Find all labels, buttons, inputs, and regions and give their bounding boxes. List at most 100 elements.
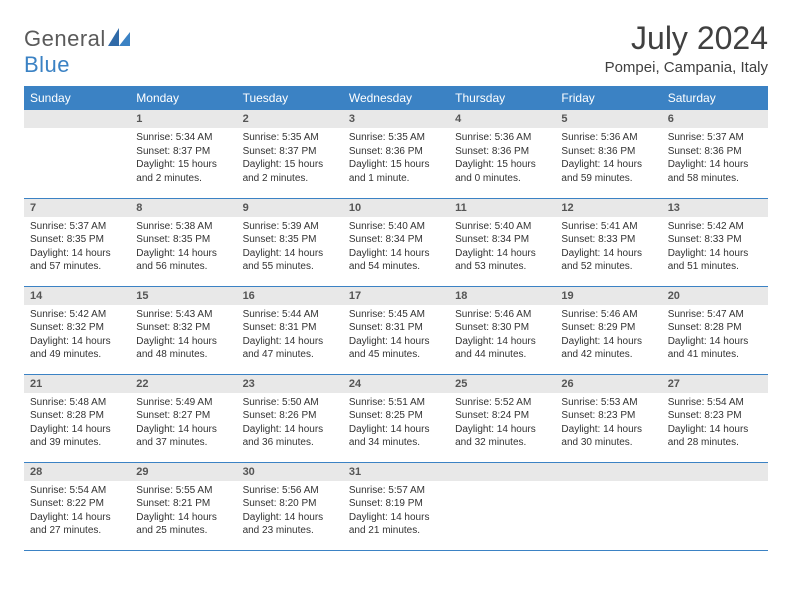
- day-details: Sunrise: 5:47 AMSunset: 8:28 PMDaylight:…: [662, 305, 768, 366]
- day-cell: [555, 462, 661, 550]
- day-number: 19: [555, 287, 661, 305]
- sunset-text: Sunset: 8:21 PM: [136, 497, 230, 511]
- daylight-text: Daylight: 14 hours and 27 minutes.: [30, 511, 124, 538]
- day-cell: 11Sunrise: 5:40 AMSunset: 8:34 PMDayligh…: [449, 198, 555, 286]
- sunrise-text: Sunrise: 5:42 AM: [30, 308, 124, 322]
- day-number: 16: [237, 287, 343, 305]
- day-details: Sunrise: 5:51 AMSunset: 8:25 PMDaylight:…: [343, 393, 449, 454]
- day-number: 29: [130, 463, 236, 481]
- dow-mon: Monday: [130, 86, 236, 110]
- location: Pompei, Campania, Italy: [605, 59, 768, 76]
- sunset-text: Sunset: 8:26 PM: [243, 409, 337, 423]
- sunset-text: Sunset: 8:23 PM: [668, 409, 762, 423]
- day-cell: 12Sunrise: 5:41 AMSunset: 8:33 PMDayligh…: [555, 198, 661, 286]
- daylight-text: Daylight: 14 hours and 58 minutes.: [668, 158, 762, 185]
- day-details: Sunrise: 5:42 AMSunset: 8:32 PMDaylight:…: [24, 305, 130, 366]
- week-row: 21Sunrise: 5:48 AMSunset: 8:28 PMDayligh…: [24, 374, 768, 462]
- daylight-text: Daylight: 14 hours and 49 minutes.: [30, 335, 124, 362]
- daylight-text: Daylight: 14 hours and 32 minutes.: [455, 423, 549, 450]
- day-details: Sunrise: 5:54 AMSunset: 8:23 PMDaylight:…: [662, 393, 768, 454]
- month-title: July 2024: [605, 20, 768, 57]
- day-cell: 19Sunrise: 5:46 AMSunset: 8:29 PMDayligh…: [555, 286, 661, 374]
- calendar-page: GeneralBlue July 2024 Pompei, Campania, …: [0, 0, 792, 571]
- daylight-text: Daylight: 14 hours and 30 minutes.: [561, 423, 655, 450]
- day-number: 1: [130, 110, 236, 128]
- brand-part2: Blue: [24, 52, 70, 77]
- daylight-text: Daylight: 14 hours and 25 minutes.: [136, 511, 230, 538]
- day-cell: 10Sunrise: 5:40 AMSunset: 8:34 PMDayligh…: [343, 198, 449, 286]
- sunset-text: Sunset: 8:35 PM: [136, 233, 230, 247]
- day-number: 12: [555, 199, 661, 217]
- day-cell: 8Sunrise: 5:38 AMSunset: 8:35 PMDaylight…: [130, 198, 236, 286]
- sunrise-text: Sunrise: 5:35 AM: [243, 131, 337, 145]
- sunset-text: Sunset: 8:36 PM: [349, 145, 443, 159]
- week-row: 14Sunrise: 5:42 AMSunset: 8:32 PMDayligh…: [24, 286, 768, 374]
- sunset-text: Sunset: 8:33 PM: [668, 233, 762, 247]
- day-number: [24, 110, 130, 128]
- day-cell: 28Sunrise: 5:54 AMSunset: 8:22 PMDayligh…: [24, 462, 130, 550]
- sunrise-text: Sunrise: 5:50 AM: [243, 396, 337, 410]
- day-cell: 1Sunrise: 5:34 AMSunset: 8:37 PMDaylight…: [130, 110, 236, 198]
- sunset-text: Sunset: 8:32 PM: [136, 321, 230, 335]
- sunset-text: Sunset: 8:37 PM: [243, 145, 337, 159]
- sunrise-text: Sunrise: 5:36 AM: [561, 131, 655, 145]
- sunset-text: Sunset: 8:36 PM: [668, 145, 762, 159]
- day-number: 20: [662, 287, 768, 305]
- daylight-text: Daylight: 15 hours and 2 minutes.: [243, 158, 337, 185]
- sail-icon: [108, 26, 130, 51]
- day-cell: 5Sunrise: 5:36 AMSunset: 8:36 PMDaylight…: [555, 110, 661, 198]
- day-cell: 17Sunrise: 5:45 AMSunset: 8:31 PMDayligh…: [343, 286, 449, 374]
- day-cell: 30Sunrise: 5:56 AMSunset: 8:20 PMDayligh…: [237, 462, 343, 550]
- day-cell: 25Sunrise: 5:52 AMSunset: 8:24 PMDayligh…: [449, 374, 555, 462]
- sunrise-text: Sunrise: 5:54 AM: [668, 396, 762, 410]
- day-details: Sunrise: 5:46 AMSunset: 8:30 PMDaylight:…: [449, 305, 555, 366]
- day-number: [555, 463, 661, 481]
- sunrise-text: Sunrise: 5:40 AM: [349, 220, 443, 234]
- daylight-text: Daylight: 14 hours and 51 minutes.: [668, 247, 762, 274]
- sunrise-text: Sunrise: 5:40 AM: [455, 220, 549, 234]
- day-details: Sunrise: 5:40 AMSunset: 8:34 PMDaylight:…: [343, 217, 449, 278]
- day-number: 11: [449, 199, 555, 217]
- day-details: Sunrise: 5:36 AMSunset: 8:36 PMDaylight:…: [449, 128, 555, 189]
- day-details: Sunrise: 5:39 AMSunset: 8:35 PMDaylight:…: [237, 217, 343, 278]
- day-details: Sunrise: 5:48 AMSunset: 8:28 PMDaylight:…: [24, 393, 130, 454]
- day-details: Sunrise: 5:53 AMSunset: 8:23 PMDaylight:…: [555, 393, 661, 454]
- daylight-text: Daylight: 14 hours and 54 minutes.: [349, 247, 443, 274]
- sunset-text: Sunset: 8:33 PM: [561, 233, 655, 247]
- day-details: Sunrise: 5:34 AMSunset: 8:37 PMDaylight:…: [130, 128, 236, 189]
- sunset-text: Sunset: 8:27 PM: [136, 409, 230, 423]
- daylight-text: Daylight: 14 hours and 42 minutes.: [561, 335, 655, 362]
- sunset-text: Sunset: 8:20 PM: [243, 497, 337, 511]
- day-details: Sunrise: 5:35 AMSunset: 8:37 PMDaylight:…: [237, 128, 343, 189]
- day-cell: [24, 110, 130, 198]
- sunset-text: Sunset: 8:31 PM: [243, 321, 337, 335]
- sunset-text: Sunset: 8:29 PM: [561, 321, 655, 335]
- daylight-text: Daylight: 14 hours and 48 minutes.: [136, 335, 230, 362]
- daylight-text: Daylight: 15 hours and 0 minutes.: [455, 158, 549, 185]
- week-row: 1Sunrise: 5:34 AMSunset: 8:37 PMDaylight…: [24, 110, 768, 198]
- day-details: Sunrise: 5:43 AMSunset: 8:32 PMDaylight:…: [130, 305, 236, 366]
- sunrise-text: Sunrise: 5:34 AM: [136, 131, 230, 145]
- daylight-text: Daylight: 14 hours and 41 minutes.: [668, 335, 762, 362]
- day-details: Sunrise: 5:40 AMSunset: 8:34 PMDaylight:…: [449, 217, 555, 278]
- day-details: Sunrise: 5:46 AMSunset: 8:29 PMDaylight:…: [555, 305, 661, 366]
- week-row: 7Sunrise: 5:37 AMSunset: 8:35 PMDaylight…: [24, 198, 768, 286]
- sunrise-text: Sunrise: 5:42 AM: [668, 220, 762, 234]
- sunrise-text: Sunrise: 5:57 AM: [349, 484, 443, 498]
- day-number: 13: [662, 199, 768, 217]
- day-number: 7: [24, 199, 130, 217]
- day-details: Sunrise: 5:49 AMSunset: 8:27 PMDaylight:…: [130, 393, 236, 454]
- day-details: Sunrise: 5:37 AMSunset: 8:35 PMDaylight:…: [24, 217, 130, 278]
- sunrise-text: Sunrise: 5:55 AM: [136, 484, 230, 498]
- dow-tue: Tuesday: [237, 86, 343, 110]
- daylight-text: Daylight: 14 hours and 53 minutes.: [455, 247, 549, 274]
- day-details: Sunrise: 5:50 AMSunset: 8:26 PMDaylight:…: [237, 393, 343, 454]
- day-number: 2: [237, 110, 343, 128]
- day-details: Sunrise: 5:52 AMSunset: 8:24 PMDaylight:…: [449, 393, 555, 454]
- day-cell: 22Sunrise: 5:49 AMSunset: 8:27 PMDayligh…: [130, 374, 236, 462]
- day-number: 26: [555, 375, 661, 393]
- day-details: Sunrise: 5:42 AMSunset: 8:33 PMDaylight:…: [662, 217, 768, 278]
- daylight-text: Daylight: 14 hours and 56 minutes.: [136, 247, 230, 274]
- sunrise-text: Sunrise: 5:43 AM: [136, 308, 230, 322]
- day-number: 10: [343, 199, 449, 217]
